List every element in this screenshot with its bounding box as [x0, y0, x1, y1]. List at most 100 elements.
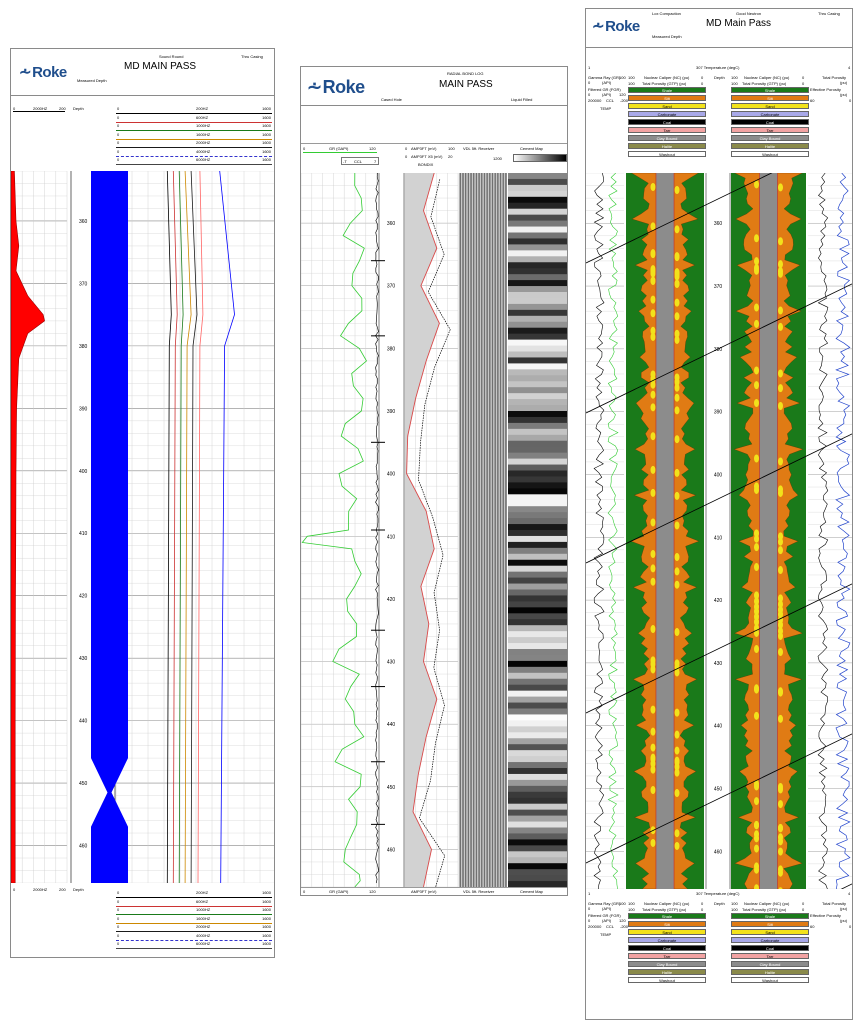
- gr-right-b: 120: [369, 889, 376, 894]
- scale-left: 0: [13, 106, 16, 111]
- sand-streak: [650, 276, 656, 285]
- frequency-curve-6000hz: [219, 171, 235, 883]
- cement-map-band: [508, 411, 567, 418]
- sand-streak: [650, 660, 656, 669]
- curve-scale-left: 0: [117, 106, 120, 111]
- curve-scale-row: 0 2000HZ 1600: [116, 923, 272, 932]
- cement-map-band: [508, 286, 567, 293]
- sand-streak: [674, 252, 680, 261]
- sand-streak: [754, 645, 759, 654]
- cement-map-band: [508, 190, 567, 198]
- cement-map-band: [508, 178, 567, 186]
- cement-map-band: [508, 601, 567, 608]
- nc-name-2: Nuclear Caliper (NC) (pu): [744, 75, 790, 80]
- ccl-name: CCL: [354, 159, 363, 164]
- tp-right-2: 0: [802, 907, 805, 912]
- sand-streak: [650, 265, 656, 274]
- depth-tick-label: 440: [714, 724, 723, 730]
- curve-scale-right: 1600: [262, 924, 271, 929]
- cement-map-bands: [508, 173, 567, 887]
- depth-tick-label: 420: [79, 594, 88, 600]
- nc-left: 100: [628, 901, 635, 906]
- sand-streak: [778, 322, 783, 331]
- tp-name-2: Total Porosity (GTP) (pu): [742, 907, 787, 912]
- frequency-curve-2000hz: [190, 171, 198, 883]
- sand-streak: [674, 406, 680, 415]
- amp3ft-curve: [406, 173, 440, 887]
- curve-scale-right: 1600: [262, 890, 271, 895]
- tp-left: 100: [628, 81, 635, 86]
- lithology-legend-tarr: Tarr: [731, 953, 809, 959]
- cement-map-band: [508, 607, 567, 614]
- sand-streak: [778, 688, 783, 697]
- sand-streak: [674, 789, 680, 798]
- depth-tick-label: 380: [387, 346, 396, 352]
- gridlines: [586, 173, 852, 889]
- cement-map-band: [508, 583, 567, 590]
- curve-scale-right: 1600: [262, 114, 271, 120]
- lithology-legend-washout: Washout: [731, 977, 809, 983]
- cement-map-band: [508, 690, 567, 698]
- sand-streak: [674, 829, 680, 838]
- ccl-right: 7: [374, 159, 377, 164]
- curve-scale-name: 1000HZ: [196, 907, 211, 912]
- frequency-curve-4000hz: [197, 171, 204, 883]
- cement-map-band: [508, 196, 567, 204]
- sand-streak: [650, 838, 656, 847]
- cement-map-band: [508, 595, 567, 602]
- sand-streak: [754, 234, 759, 243]
- sand-streak: [674, 435, 680, 444]
- curve-scale-right: 1600: [262, 148, 271, 154]
- curve-scale-name: 6000HZ: [196, 157, 211, 162]
- lithology-legend-coal: Coal: [628, 119, 706, 125]
- curve-scale-right: 1600: [262, 907, 271, 912]
- cement-map-band: [508, 422, 567, 430]
- epor-name: Effective Porosity: [810, 913, 841, 918]
- panel1-depth-ref: Measured Depth: [77, 78, 107, 83]
- sand-streak: [778, 566, 783, 575]
- lithology-legend-tarr: Tarr: [628, 127, 706, 133]
- temp-right: 4: [848, 65, 851, 70]
- gr-name: Gamma Ray (GR): [588, 75, 621, 80]
- curve-scale-right: 1600: [262, 131, 271, 137]
- cement-map-band: [508, 547, 567, 555]
- depth-tick-label: 460: [714, 849, 723, 855]
- ccl-name: CCL: [606, 98, 615, 103]
- amp1-name: AMP3FT (mV): [411, 146, 437, 151]
- sand-streak: [650, 755, 656, 764]
- sand-streak: [674, 768, 680, 777]
- curve-scale-right: 1600: [262, 123, 271, 128]
- curve-scale-right: 1600: [262, 140, 271, 145]
- frequency-curve-200hz: [166, 171, 172, 883]
- lithology-legend-clay-bound: Clay Bound: [731, 135, 809, 141]
- sand-streak: [650, 332, 656, 341]
- tpor-left: 60: [810, 98, 815, 103]
- depth-tick-label: 360: [387, 221, 396, 227]
- nc-right: 0: [701, 901, 704, 906]
- cement-map-band: [508, 488, 567, 495]
- cement-map-band: [508, 208, 567, 216]
- curve-scale-row: 0 1600HZ 1600: [116, 915, 272, 924]
- sand-streak: [674, 312, 680, 321]
- cement-map-band: [508, 292, 567, 299]
- curve-scale-row: 0 6000HZ 1600: [116, 940, 272, 949]
- sand-streak: [778, 714, 783, 723]
- epor-name: Effective Porosity: [810, 87, 841, 92]
- cement-map-band: [508, 827, 567, 834]
- effective-porosity-curve: [817, 173, 829, 889]
- depth-tick-label: 410: [387, 534, 396, 540]
- cement-map-band: [508, 613, 567, 620]
- cement-map-band: [508, 333, 567, 341]
- depth-tick-label: 380: [79, 344, 88, 350]
- nc-name: Nuclear Caliper (NC) (pu): [644, 75, 690, 80]
- cement-map-band: [508, 649, 567, 656]
- cement-map-band: [508, 803, 567, 811]
- cement-map-band: [508, 303, 567, 311]
- nc-name: Nuclear Caliper (NC) (pu): [644, 901, 690, 906]
- cement-map-band: [508, 762, 567, 769]
- cement-map-band: [508, 708, 567, 715]
- cement-map-band: [508, 530, 567, 537]
- gr-left: 0: [588, 80, 591, 85]
- curve-scale-right: 1600: [262, 915, 271, 921]
- amp2-right: 20: [448, 154, 453, 159]
